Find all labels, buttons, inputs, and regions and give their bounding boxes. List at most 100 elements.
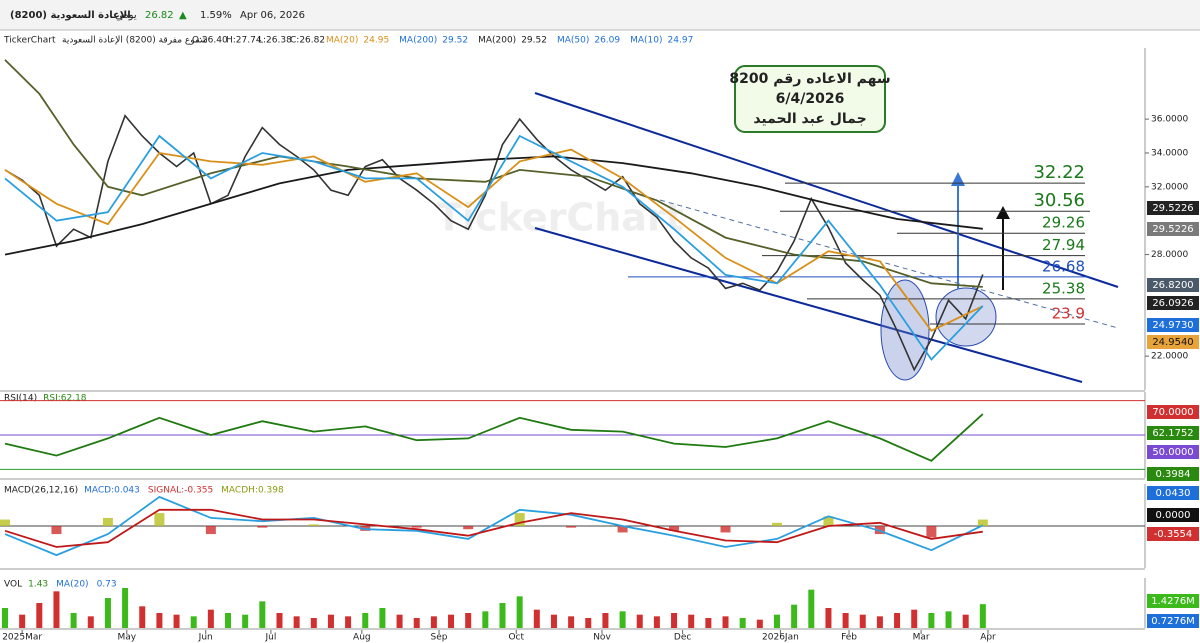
ma-label: MA(50) — [557, 36, 589, 46]
volume-bar — [876, 616, 883, 628]
value-tag — [1147, 527, 1199, 541]
x-tick-label: May — [117, 633, 136, 643]
volume-bar — [293, 616, 300, 628]
panel-title: VOL — [4, 580, 22, 590]
volume-bar — [413, 618, 420, 628]
price-level-label: 32.22 — [1033, 162, 1085, 183]
x-tick-label: Feb — [841, 633, 857, 643]
legend-entry: MACD:0.043 — [84, 486, 140, 496]
value-tag-label: 0.3984 — [1156, 469, 1191, 480]
ma-value: 24.97 — [668, 36, 694, 46]
symbol: (8200) الإعادة السعودية — [10, 10, 131, 21]
macd-histogram-bar — [771, 522, 782, 526]
y-tick-label: 36.0000 — [1151, 115, 1188, 125]
value-tag-label: 0.7276M — [1151, 616, 1195, 627]
volume-bar — [70, 613, 77, 628]
value-tag — [1147, 426, 1199, 440]
series-line — [4, 155, 983, 256]
macd-histogram-bar — [669, 526, 680, 531]
price-level-label: 23.9 — [1052, 304, 1085, 322]
x-tick-label: Jun — [198, 633, 213, 643]
volume-bar — [773, 614, 780, 628]
volume-bar — [636, 614, 643, 628]
volume-bar — [36, 603, 43, 628]
macd-histogram-bar — [102, 517, 113, 526]
macd-histogram-bar — [205, 526, 216, 535]
legend-entry: 0.73 — [97, 580, 117, 590]
value-tag-label: 50.0000 — [1152, 447, 1193, 458]
macd-histogram-bar — [514, 513, 525, 526]
macd-histogram-bar — [566, 526, 577, 528]
source: TickerChart — [3, 36, 56, 46]
value-tag-label: 24.9540 — [1152, 337, 1193, 348]
volume-bar — [104, 598, 111, 628]
ma-label: MA(20) — [326, 36, 358, 46]
value-tag — [1147, 508, 1199, 522]
channel-bottom — [534, 227, 1083, 383]
ma-value: 29.52 — [442, 36, 468, 46]
volume-bar — [791, 604, 798, 628]
volume-bar — [53, 591, 60, 628]
y-tick-label: 34.0000 — [1151, 148, 1188, 158]
y-tick-label: 22.0000 — [1151, 352, 1188, 362]
target-arrow-head — [996, 206, 1010, 219]
x-tick-label: Dec — [674, 633, 691, 643]
macd-histogram-bar — [154, 513, 165, 526]
panel-title: RSI(14) — [4, 394, 37, 404]
price-level-label: 26.68 — [1042, 257, 1085, 275]
price-level-label: 29.26 — [1042, 214, 1085, 232]
volume-bar — [379, 608, 386, 628]
macd-histogram-bar — [51, 526, 62, 535]
volume-bar — [207, 609, 214, 628]
volume-bar — [2, 608, 8, 628]
volume-bar — [396, 614, 403, 628]
series-line — [4, 508, 983, 548]
value-tag-label: 0.0000 — [1156, 510, 1191, 521]
legend-entry: SIGNAL:-0.355 — [148, 486, 213, 496]
value-tag-label: 62.1752 — [1152, 428, 1193, 439]
value-tag-label: -0.3554 — [1154, 529, 1193, 540]
annotation-line: 6/4/2026 — [776, 91, 845, 107]
value-tag-label: 0.0430 — [1156, 488, 1191, 499]
price: 26.82 — [145, 10, 174, 21]
volume-bar — [945, 611, 952, 628]
volume-bar — [19, 614, 26, 628]
macd-histogram-bar — [926, 526, 937, 538]
target-arrow-head — [951, 172, 965, 186]
macd-histogram-bar — [257, 526, 268, 528]
date: Apr 06, 2026 — [240, 10, 305, 21]
series-line — [4, 413, 984, 462]
volume-bar — [894, 613, 901, 628]
x-tick-label: Oct — [508, 633, 524, 643]
x-tick-label: Sep — [431, 633, 448, 643]
volume-bar — [327, 614, 334, 628]
legend-entry: 1.43 — [28, 580, 48, 590]
macd-histogram-bar — [823, 516, 834, 526]
x-tick-label: Apr — [980, 633, 996, 643]
value-tag-label: 26.0926 — [1152, 298, 1193, 309]
volume-bar — [550, 614, 557, 628]
x-tick-label: Aug — [353, 633, 371, 643]
value-tag — [1147, 278, 1199, 292]
volume-bar — [173, 614, 180, 628]
value-tag — [1147, 486, 1199, 500]
volume-bar — [259, 601, 266, 628]
volume-bar — [842, 613, 849, 628]
y-tick-label: 32.0000 — [1151, 182, 1188, 192]
volume-bar — [705, 618, 712, 628]
macd-histogram-bar — [977, 519, 988, 526]
ma-value: 26.09 — [594, 36, 620, 46]
volume-bar — [825, 608, 832, 628]
ma-label: MA(200) — [399, 36, 437, 46]
value-tag — [1147, 445, 1199, 459]
channel-top — [534, 92, 1119, 288]
volume-bar — [619, 611, 626, 628]
volume-bar — [671, 613, 678, 628]
macd-histogram-bar — [617, 526, 628, 533]
volume-bar — [87, 616, 94, 628]
volume-bar — [276, 613, 283, 628]
volume-bar — [225, 613, 232, 628]
y-tick-label: 28.0000 — [1151, 250, 1188, 260]
volume-bar — [979, 604, 986, 628]
volume-bar — [516, 596, 523, 628]
